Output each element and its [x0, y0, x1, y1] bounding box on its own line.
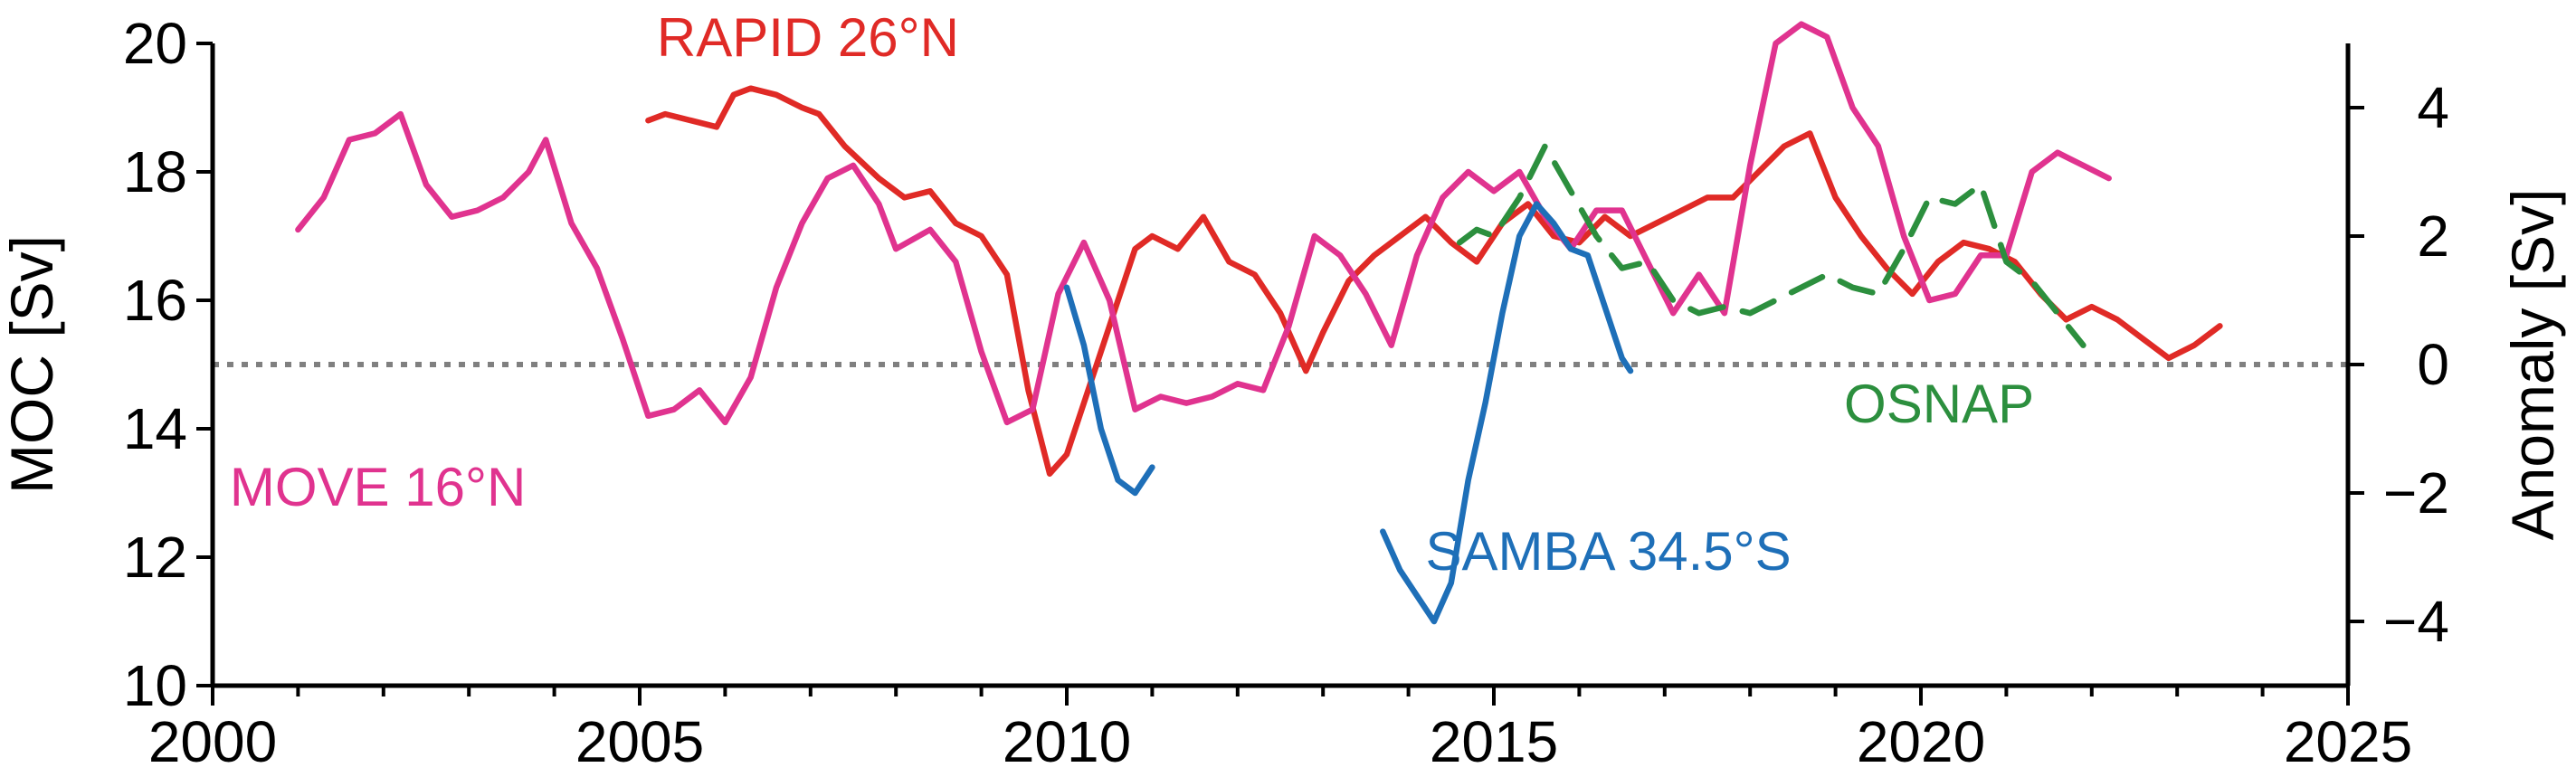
- series-move-16-n: [295, 21, 2112, 426]
- x-tick-label: 2015: [1430, 709, 1558, 774]
- series-label: RAPID 26°N: [657, 7, 959, 68]
- series-label: MOVE 16°N: [230, 457, 526, 517]
- y-tick-label: 18: [123, 139, 187, 204]
- y-tick-label: 12: [123, 525, 187, 590]
- y-tick-label: 20: [123, 11, 187, 76]
- x-tick-label: 2000: [148, 709, 277, 774]
- series-osnap: [1456, 143, 2086, 348]
- series-layer: [295, 21, 2223, 625]
- series-line: [1063, 284, 1155, 497]
- y-axis-title: MOC [Sv]: [0, 235, 65, 494]
- series-label: OSNAP: [1844, 374, 2034, 434]
- y2-tick-label: −2: [2383, 460, 2449, 526]
- y-tick-label: 10: [123, 653, 187, 718]
- x-tick-label: 2020: [1857, 709, 1985, 774]
- series-line: [295, 21, 2112, 426]
- series-line: [645, 85, 2223, 477]
- y2-tick-label: 2: [2417, 204, 2449, 269]
- y2-tick-label: 4: [2417, 75, 2449, 140]
- y2-axis-title: Anomaly [Sv]: [2499, 189, 2566, 541]
- series-samba-34-5-s: [1063, 201, 1634, 625]
- series-label: SAMBA 34.5°S: [1425, 521, 1791, 582]
- labels-layer: RAPID 26°N MOVE 16°N OSNAP SAMBA 34.5°S: [230, 7, 2034, 582]
- y-tick-label: 16: [123, 268, 187, 333]
- axes: 2000 2005 2010 2015 2020 2025101214161820−4−2…: [0, 11, 2566, 774]
- y-tick-label: 14: [123, 396, 187, 461]
- series-line: [1456, 143, 2086, 348]
- x-tick-label: 2005: [575, 709, 704, 774]
- y2-tick-label: 0: [2417, 332, 2449, 397]
- series-rapid-26-n: [645, 85, 2223, 477]
- y2-tick-label: −4: [2383, 589, 2449, 654]
- series-line: [1380, 201, 1634, 625]
- x-tick-label: 2025: [2284, 709, 2412, 774]
- x-tick-label: 2010: [1003, 709, 1131, 774]
